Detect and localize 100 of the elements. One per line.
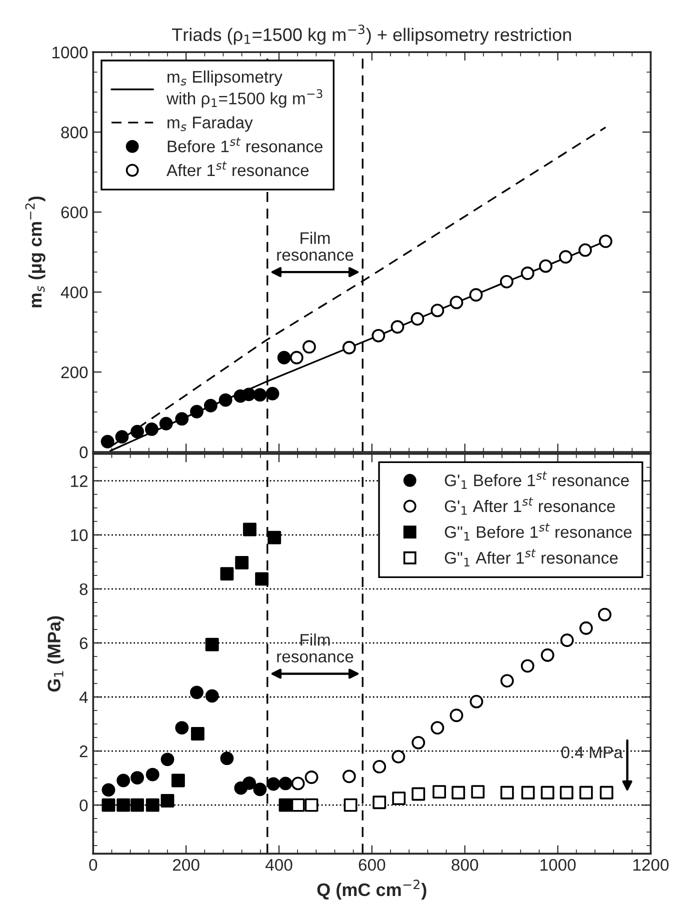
point	[220, 752, 234, 766]
point	[278, 776, 292, 790]
point	[500, 674, 514, 688]
point	[304, 798, 318, 812]
point	[242, 388, 256, 402]
y-tick-label: 1000	[52, 46, 88, 58]
point	[159, 416, 173, 430]
point	[171, 774, 185, 788]
point	[144, 422, 158, 436]
point	[579, 621, 593, 635]
legend-label: G"$_{1}$ Before 1$^{st}$ resonance	[444, 523, 632, 541]
point	[253, 388, 267, 402]
legend-label: G'$_{1}$ Before 1$^{st}$ resonance	[444, 472, 629, 489]
point	[430, 304, 444, 318]
point	[255, 572, 269, 586]
point	[278, 798, 292, 812]
y-tick-label: 2	[80, 745, 88, 758]
point	[560, 786, 574, 800]
y-tick-label: 400	[60, 286, 88, 298]
point	[205, 689, 219, 703]
y-tick-label: 4	[79, 692, 88, 704]
point	[521, 786, 535, 800]
y-tick-label: 800	[61, 126, 88, 138]
point	[242, 776, 256, 790]
point	[304, 770, 318, 784]
point	[190, 727, 204, 740]
point	[538, 259, 552, 273]
x-axis-title: Q (mC cm$^{−2}$)	[317, 880, 426, 900]
point	[412, 736, 426, 750]
point	[218, 393, 232, 407]
point	[372, 796, 386, 810]
y-tick-label: 200	[61, 366, 88, 378]
point	[116, 798, 130, 812]
x-tick-label: 400	[265, 858, 292, 871]
y-tick-label: 8	[80, 583, 88, 596]
point	[205, 638, 219, 652]
y-tick-label: 0	[80, 446, 88, 458]
y-axis-title: G$_{1}$ (MPa)	[47, 616, 64, 692]
point	[520, 266, 534, 280]
point	[291, 798, 305, 812]
point	[146, 798, 160, 812]
point	[130, 424, 144, 438]
chart-title: Triads (ρ$_{1}$=1500 kg m$^{−3}$) + ellipsometry restriction	[172, 24, 571, 45]
point	[290, 350, 304, 364]
point	[500, 786, 514, 800]
point	[430, 721, 444, 735]
x-tick-label: 600	[358, 858, 386, 871]
point	[277, 350, 291, 364]
point	[450, 296, 464, 310]
legend-label: G'$_{1}$ After 1$^{st}$ resonance	[444, 497, 615, 515]
y-tick-label: 0	[80, 799, 88, 812]
point	[130, 798, 144, 812]
point	[190, 404, 204, 418]
legend-label: Before 1$^{st}$ resonance	[168, 138, 322, 152]
point	[392, 750, 406, 764]
point	[146, 768, 160, 782]
point	[266, 386, 280, 400]
x-tick-label: 800	[452, 858, 478, 871]
point	[598, 608, 612, 622]
point	[190, 686, 204, 700]
point	[372, 328, 386, 342]
point	[342, 770, 356, 784]
point	[598, 234, 612, 248]
x-tick-label: 1000	[540, 858, 576, 871]
point	[470, 694, 484, 708]
point	[560, 634, 574, 647]
point	[253, 782, 267, 796]
annotation: Film resonance	[277, 232, 354, 261]
y-tick-label: 600	[61, 206, 88, 218]
point	[115, 430, 129, 444]
legend-label: m$_{s}$ Faraday	[168, 116, 253, 132]
point	[235, 556, 249, 570]
y-axis-title: m$_{s}$ (μg cm$^{−2}$)	[25, 196, 46, 308]
x-tick-label: 0	[89, 858, 98, 871]
point	[412, 787, 426, 801]
y-tick-label: 12	[71, 475, 88, 487]
point	[372, 760, 386, 774]
point	[100, 434, 114, 448]
point	[102, 783, 116, 797]
point	[116, 774, 130, 788]
point	[344, 798, 358, 812]
y-tick-label: 6	[80, 637, 88, 650]
point	[291, 776, 305, 790]
y-tick-label: 10	[71, 529, 88, 542]
annotation: 0.4 MPa	[561, 746, 623, 758]
point	[390, 320, 404, 334]
point	[452, 786, 466, 800]
point	[160, 752, 174, 766]
point	[432, 785, 446, 799]
x-tick-label: 1200	[633, 858, 669, 871]
point	[175, 412, 189, 426]
point	[578, 243, 592, 257]
point	[102, 798, 116, 812]
point	[266, 777, 280, 791]
point	[392, 792, 406, 806]
point	[540, 786, 554, 800]
point	[520, 659, 534, 673]
point	[410, 312, 424, 326]
legend-label: After 1$^{st}$ resonance	[166, 161, 309, 176]
point	[558, 250, 572, 264]
